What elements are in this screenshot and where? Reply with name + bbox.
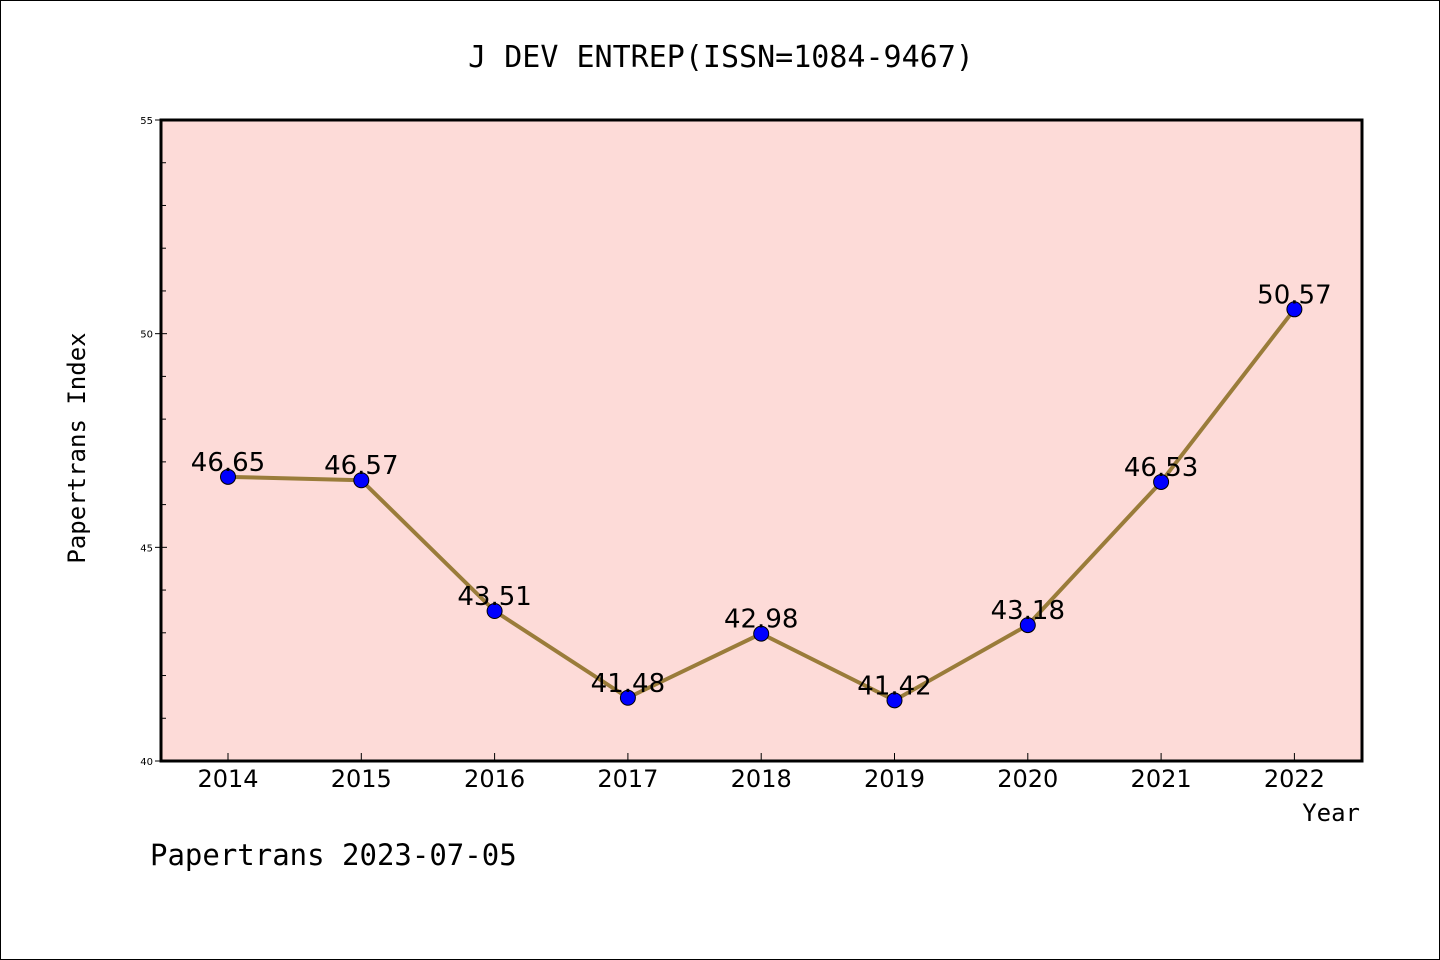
x-tick-label: 2015 — [331, 765, 392, 793]
data-point — [1153, 473, 1170, 490]
data-label: 41.42 — [857, 671, 931, 701]
y-axis-title: Papertrans Index — [63, 332, 91, 563]
chart-title: J DEV ENTREP(ISSN=1084-9467) — [468, 40, 974, 75]
y-axis: 40 45 50 55 — [140, 116, 167, 768]
data-point — [619, 689, 636, 706]
footer-text: Papertrans 2023-07-05 — [150, 838, 517, 872]
x-tick-label: 2017 — [597, 765, 658, 793]
data-point — [886, 692, 903, 709]
data-label: 46.57 — [324, 451, 398, 481]
x-tick-label: 2018 — [731, 765, 792, 793]
data-label: 50.57 — [1257, 280, 1331, 310]
label-layer: 46.65 46.57 43.51 41.48 42.98 41.42 43.18 46.53… — [191, 280, 1332, 701]
data-point — [220, 468, 236, 485]
x-tick-label: 2020 — [997, 765, 1058, 793]
x-axis: 2014 2015 2016 2017 2018 2019 2020 2021 2022 — [197, 753, 1325, 793]
data-point — [1286, 301, 1303, 318]
data-label: 41.48 — [591, 669, 665, 699]
series-layer — [220, 301, 1303, 709]
data-point — [753, 625, 770, 642]
x-tick-label: 2014 — [197, 765, 258, 793]
data-label: 46.53 — [1124, 453, 1198, 483]
y-tick-label: 45 — [140, 543, 153, 554]
data-label: 46.65 — [191, 448, 265, 478]
data-point — [353, 472, 370, 489]
x-axis-title: Year — [1302, 799, 1360, 827]
x-tick-label: 2016 — [464, 765, 525, 793]
x-tick-label: 2019 — [864, 765, 925, 793]
data-label: 43.18 — [991, 596, 1065, 626]
data-label: 42.98 — [724, 605, 798, 635]
y-tick-label: 50 — [140, 330, 153, 341]
y-tick-label: 40 — [140, 757, 153, 768]
data-label: 43.51 — [457, 582, 531, 612]
data-point — [1019, 617, 1036, 634]
y-tick-label: 55 — [140, 116, 153, 127]
x-tick-label: 2022 — [1264, 765, 1325, 793]
plot-area — [159, 118, 1364, 763]
x-tick-label: 2021 — [1131, 765, 1192, 793]
data-point — [486, 603, 503, 620]
